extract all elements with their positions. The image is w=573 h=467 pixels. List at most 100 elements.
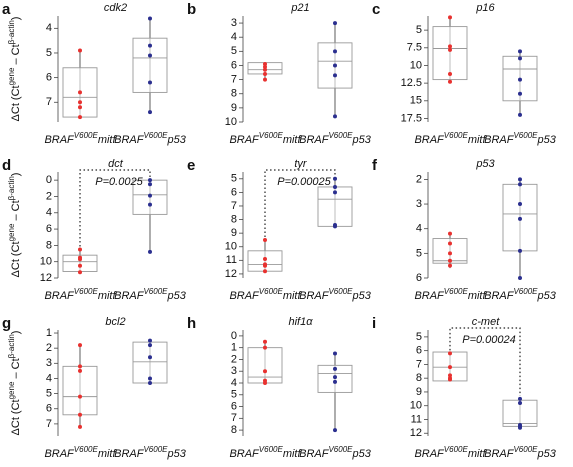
x-category-label: BRAFV600Emitf bbox=[44, 131, 116, 146]
category-superscript: V600E bbox=[74, 131, 99, 140]
panel-letter: g bbox=[2, 315, 11, 332]
y-tick-label: 4 bbox=[46, 372, 52, 384]
category-text: BRAF bbox=[229, 134, 260, 146]
data-point bbox=[333, 49, 337, 54]
y-tick-label: 12.5 bbox=[401, 77, 422, 89]
x-category-label: BRAFV600Ep53 bbox=[114, 131, 187, 146]
x-category-label: BRAFV600Ep53 bbox=[114, 287, 187, 302]
y-tick-label: 3 bbox=[231, 365, 237, 377]
significance-bracket bbox=[449, 327, 521, 396]
data-point bbox=[263, 369, 267, 374]
y-tick-label: 9 bbox=[416, 386, 422, 398]
x-category-label: BRAFV600Emitf bbox=[44, 445, 116, 460]
y-tick-label: 7 bbox=[231, 200, 237, 212]
y-tick-label: 3 bbox=[46, 357, 52, 369]
panel-letter: i bbox=[372, 315, 376, 332]
data-point bbox=[448, 241, 452, 246]
data-point bbox=[263, 237, 267, 242]
data-point bbox=[263, 381, 267, 385]
category-superscript: V600E bbox=[259, 131, 284, 140]
data-point bbox=[518, 177, 522, 182]
data-point bbox=[333, 21, 337, 26]
significance-bracket bbox=[264, 169, 336, 237]
data-point bbox=[518, 56, 522, 61]
y-tick-label: 1 bbox=[231, 342, 237, 354]
data-point bbox=[263, 263, 267, 268]
panel-letter: d bbox=[2, 157, 11, 174]
y-tick-label: 8 bbox=[416, 372, 422, 384]
x-category-label: BRAFV600Ep53 bbox=[484, 287, 557, 302]
data-point bbox=[263, 67, 267, 72]
data-point bbox=[148, 53, 152, 58]
y-label-superscript: gene bbox=[7, 67, 16, 85]
y-tick-label: 5 bbox=[231, 45, 237, 57]
box bbox=[62, 365, 98, 416]
y-tick-label: 8 bbox=[231, 88, 237, 100]
data-point bbox=[333, 428, 337, 433]
panel-letter: f bbox=[372, 157, 378, 174]
data-point bbox=[78, 247, 82, 252]
y-tick-label: 12 bbox=[225, 268, 237, 280]
panel: e tyr56789101112BRAFV600EmitfBRAFV600Ep53… bbox=[187, 157, 372, 302]
data-point bbox=[518, 248, 522, 253]
data-point bbox=[148, 16, 152, 21]
panel-title: tyr bbox=[294, 158, 308, 170]
panel-title: p53 bbox=[475, 158, 495, 170]
category-superscript: V600E bbox=[259, 445, 284, 454]
data-point bbox=[333, 224, 337, 229]
category-text: BRAF bbox=[114, 448, 145, 460]
data-point bbox=[78, 368, 82, 373]
category-text: mitf bbox=[468, 290, 487, 302]
category-text: p53 bbox=[167, 448, 187, 460]
y-tick-label: 3 bbox=[231, 17, 237, 29]
data-point bbox=[78, 115, 82, 120]
y-tick-label: 5 bbox=[46, 47, 52, 59]
y-tick-label: 5 bbox=[231, 389, 237, 401]
x-category-label: BRAFV600Ep53 bbox=[484, 445, 557, 460]
category-text: p53 bbox=[167, 134, 187, 146]
data-point bbox=[78, 90, 82, 95]
category-text: BRAF bbox=[44, 290, 75, 302]
y-label-text: ) bbox=[10, 331, 22, 335]
y-tick-label: 5 bbox=[416, 331, 422, 343]
category-superscript: V600E bbox=[444, 445, 469, 454]
y-label-text: ) bbox=[10, 17, 22, 21]
y-tick-label: 1 bbox=[46, 327, 52, 339]
category-superscript: V600E bbox=[513, 445, 538, 454]
panel: d dct 0 2 4 6 8 10 12 ΔCt (Ctgene – Ctβ-actin) BRA… bbox=[2, 157, 187, 302]
y-axis-label: ΔCt (Ctgene – Ctβ-actin) bbox=[7, 331, 22, 436]
category-superscript: V600E bbox=[259, 287, 284, 296]
category-text: BRAF bbox=[299, 448, 330, 460]
category-superscript: V600E bbox=[143, 445, 168, 454]
category-superscript: V600E bbox=[143, 287, 168, 296]
category-superscript: V600E bbox=[444, 131, 469, 140]
category-text: p53 bbox=[537, 134, 557, 146]
y-tick-label: 10 bbox=[410, 59, 422, 71]
category-text: BRAF bbox=[44, 134, 75, 146]
category-text: mitf bbox=[283, 290, 302, 302]
data-point bbox=[148, 338, 152, 343]
category-text: mitf bbox=[283, 448, 302, 460]
category-text: BRAF bbox=[229, 448, 260, 460]
category-text: mitf bbox=[468, 134, 487, 146]
panel-letter: c bbox=[372, 1, 380, 18]
data-point bbox=[78, 48, 82, 53]
x-category-label: BRAFV600Emitf bbox=[414, 445, 486, 460]
x-category-label: BRAFV600Emitf bbox=[229, 287, 301, 302]
data-point bbox=[518, 91, 522, 96]
y-tick-label: 0 bbox=[231, 330, 237, 342]
category-superscript: V600E bbox=[74, 445, 99, 454]
category-superscript: V600E bbox=[513, 287, 538, 296]
data-point bbox=[78, 394, 82, 399]
data-point bbox=[263, 71, 267, 76]
y-axis-label: ΔCt (Ctgene – Ctβ-actin) bbox=[7, 17, 22, 122]
data-point bbox=[263, 345, 267, 350]
category-text: BRAF bbox=[299, 134, 330, 146]
data-point bbox=[78, 100, 82, 105]
x-category-label: BRAFV600Ep53 bbox=[484, 131, 557, 146]
data-point bbox=[263, 269, 267, 274]
panel-letter: e bbox=[187, 157, 195, 174]
data-point bbox=[148, 355, 152, 360]
